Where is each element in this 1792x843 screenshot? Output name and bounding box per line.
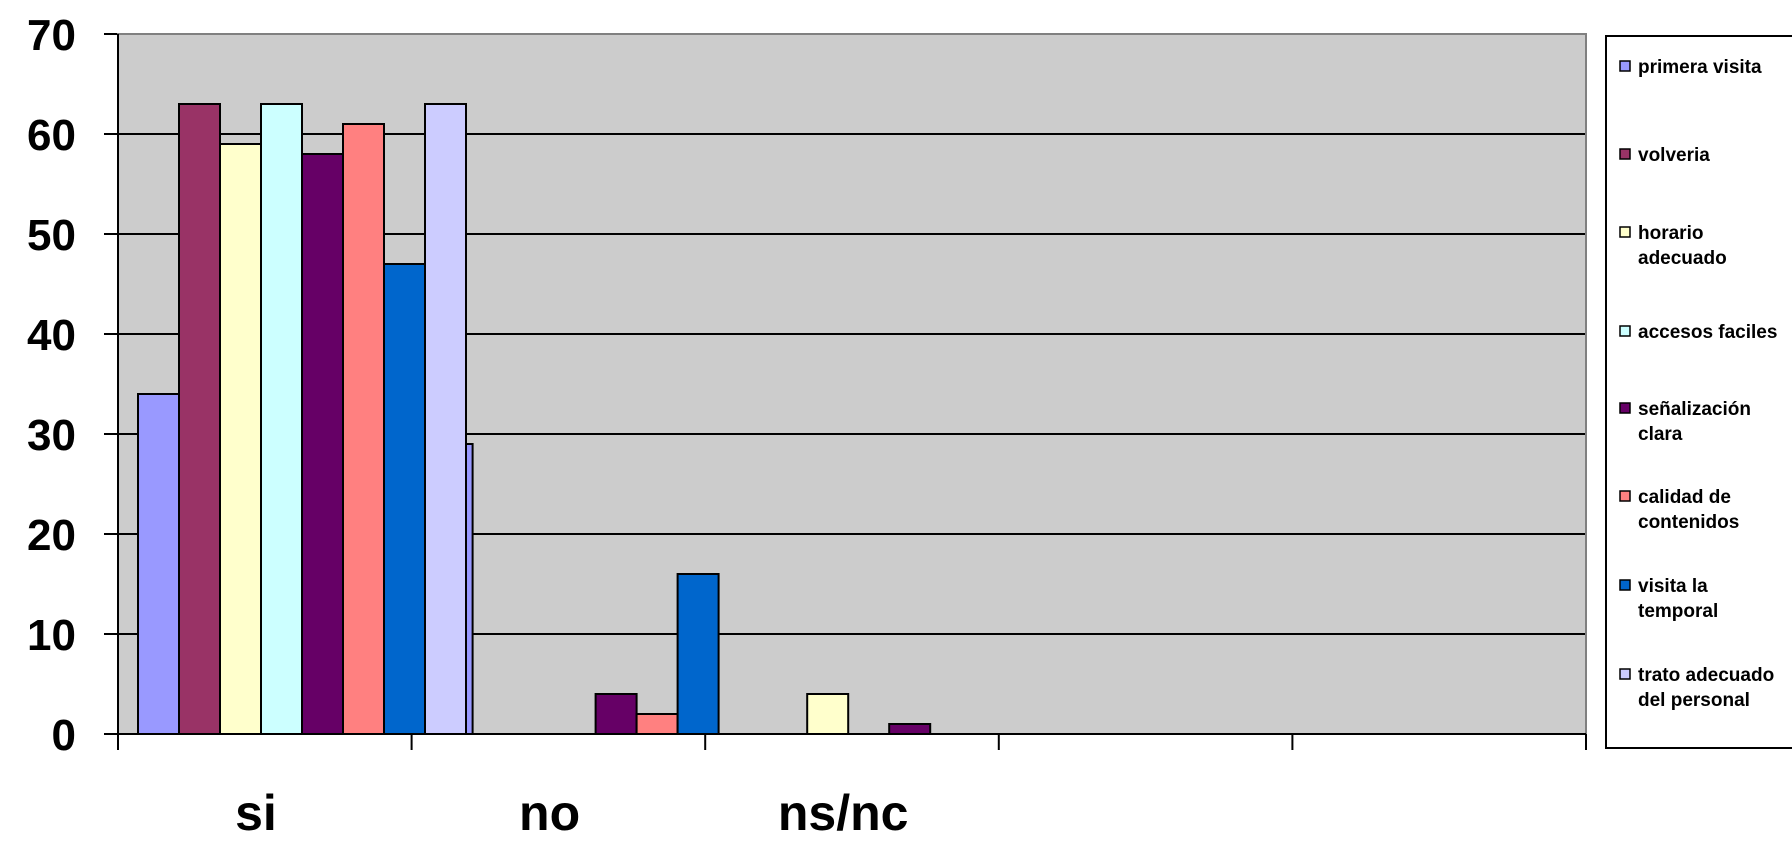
legend: primera visita volveria horario adecuado acc… [1605, 35, 1792, 749]
legend-label: trato adecuado del personal [1638, 665, 1774, 711]
x-tick-label: ns/nc [778, 785, 909, 838]
y-tick-label: 70 [27, 11, 76, 60]
y-tick-label: 20 [27, 511, 76, 560]
x-tick-labels: si no ns/nc [235, 785, 909, 841]
bar [594, 693, 638, 735]
y-tick-label: 10 [27, 611, 76, 660]
bar [342, 123, 385, 735]
legend-swatch [1619, 226, 1631, 238]
y-tick-label: 60 [27, 111, 76, 160]
legend-label: horario adecuado [1638, 223, 1727, 269]
legend-box [1605, 35, 1792, 749]
legend-swatch [1619, 402, 1631, 414]
legend-label: señalización clara [1638, 399, 1751, 445]
x-tick-label: no [519, 785, 580, 838]
bar [806, 693, 850, 735]
legend-swatch [1619, 579, 1631, 591]
legend-label: volveria [1638, 145, 1710, 166]
legend-label: accesos faciles [1638, 322, 1777, 343]
axes [117, 33, 1587, 750]
legend-label: calidad de contenidos [1638, 487, 1739, 533]
legend-label: primera visita [1638, 57, 1762, 78]
bar [635, 713, 679, 735]
y-tick-label: 0 [52, 711, 76, 760]
bar [260, 103, 303, 735]
y-tick-labels: 0 10 20 30 40 50 60 70 [27, 11, 76, 760]
x-tick-label: si [235, 785, 277, 838]
y-tick-label: 30 [27, 411, 76, 460]
bar [676, 573, 720, 735]
bar [137, 393, 180, 735]
bar [888, 723, 932, 735]
legend-swatch [1619, 668, 1631, 680]
legend-label: visita la temporal [1638, 576, 1718, 622]
bar [383, 263, 426, 735]
y-tick-label: 50 [27, 211, 76, 260]
legend-swatch [1619, 490, 1631, 502]
legend-swatch [1619, 148, 1631, 160]
bar [178, 103, 221, 735]
legend-swatch [1619, 60, 1631, 72]
legend-swatch [1619, 325, 1631, 337]
bar [424, 103, 467, 735]
bar [219, 143, 262, 735]
y-tick-label: 40 [27, 311, 76, 360]
bar [301, 153, 344, 735]
